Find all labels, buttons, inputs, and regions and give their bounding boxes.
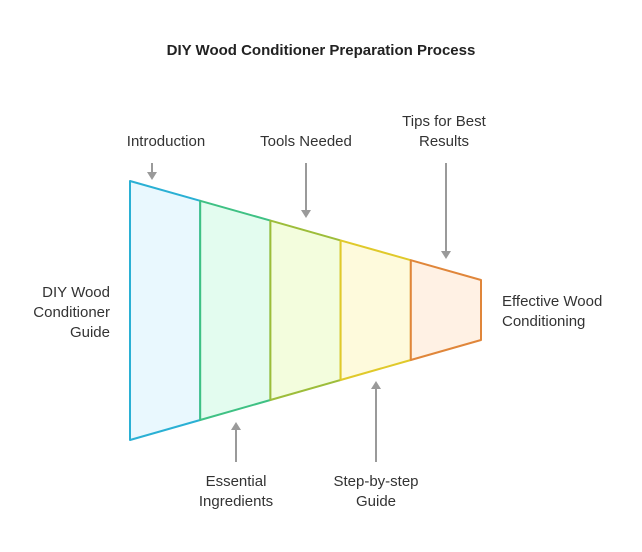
- stage-label-line: Tips for Best: [402, 113, 486, 130]
- funnel-segment-2: [199, 199, 272, 421]
- funnel-segment-4: [339, 239, 412, 381]
- diagram-title: DIY Wood Conditioner Preparation Process: [166, 42, 476, 59]
- stage-label-essential-ingredients: Essential Ingredients: [166, 472, 306, 512]
- stage-label-line: Tools Needed: [260, 133, 352, 150]
- end-label-line: Conditioning: [502, 313, 586, 330]
- stage-label-line: Guide: [355, 493, 397, 510]
- arrow-up-1-head-icon: [231, 422, 241, 430]
- stage-label-tools-needed: Tools Needed: [236, 132, 376, 152]
- stage-label-line: Introduction: [126, 133, 206, 150]
- start-label-line: Conditioner: [33, 304, 110, 321]
- arrow-down-3-head-icon: [441, 251, 451, 259]
- arrow-down-2-head-icon: [301, 210, 311, 218]
- funnel-segment-3: [269, 219, 342, 401]
- stage-label-line: Step-by-step: [333, 473, 419, 490]
- stage-label-line: Results: [418, 133, 470, 150]
- stage-label-introduction: Introduction: [96, 132, 236, 152]
- start-label-line: Guide: [69, 324, 110, 341]
- start-label: DIY Wood Conditioner Guide: [30, 283, 110, 343]
- stage-label-tips-for-best-results: Tips for Best Results: [374, 112, 514, 152]
- start-label-line: DIY Wood: [42, 284, 110, 301]
- stage-label-line: Essential: [205, 473, 267, 490]
- end-label-line: Effective Wood: [502, 293, 603, 310]
- arrow-down-1-head-icon: [147, 172, 157, 180]
- arrow-up-2-head-icon: [371, 381, 381, 389]
- funnel-segment-5: [409, 259, 482, 361]
- stage-label-step-by-step-guide: Step-by-step Guide: [306, 472, 446, 512]
- funnel-segment-1: [129, 180, 202, 441]
- end-label: Effective Wood Conditioning: [502, 292, 602, 332]
- stage-label-line: Ingredients: [198, 493, 274, 510]
